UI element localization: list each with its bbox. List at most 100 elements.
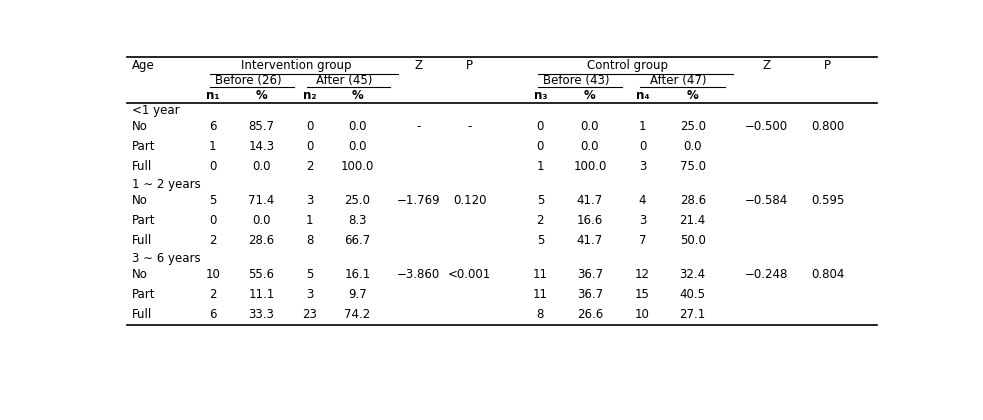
Text: %: % xyxy=(584,89,596,102)
Text: 0: 0 xyxy=(537,140,544,153)
Text: 41.7: 41.7 xyxy=(577,194,603,207)
Text: 14.3: 14.3 xyxy=(249,140,274,153)
Text: 3: 3 xyxy=(306,194,314,207)
Text: 50.0: 50.0 xyxy=(680,234,706,247)
Text: 3 ∼ 6 years: 3 ∼ 6 years xyxy=(132,252,201,265)
Text: 10: 10 xyxy=(635,308,650,321)
Text: 23: 23 xyxy=(302,308,317,321)
Text: 27.1: 27.1 xyxy=(679,308,706,321)
Text: 1: 1 xyxy=(306,214,314,227)
Text: 36.7: 36.7 xyxy=(577,288,603,301)
Text: 12: 12 xyxy=(635,268,650,281)
Text: Part: Part xyxy=(132,140,155,153)
Text: n₃: n₃ xyxy=(534,89,548,102)
Text: Part: Part xyxy=(132,288,155,301)
Text: 25.0: 25.0 xyxy=(344,194,371,207)
Text: 5: 5 xyxy=(537,234,544,247)
Text: 2: 2 xyxy=(209,288,216,301)
Text: n₁: n₁ xyxy=(206,89,219,102)
Text: 8: 8 xyxy=(306,234,314,247)
Text: 75.0: 75.0 xyxy=(679,160,706,173)
Text: 32.4: 32.4 xyxy=(679,268,706,281)
Text: 0: 0 xyxy=(209,160,216,173)
Text: 40.5: 40.5 xyxy=(679,288,706,301)
Text: 2: 2 xyxy=(306,160,314,173)
Text: Part: Part xyxy=(132,214,155,227)
Text: 0.0: 0.0 xyxy=(253,160,270,173)
Text: −0.248: −0.248 xyxy=(745,268,788,281)
Text: 36.7: 36.7 xyxy=(577,268,603,281)
Text: Full: Full xyxy=(132,308,152,321)
Text: No: No xyxy=(132,120,147,133)
Text: 11: 11 xyxy=(533,288,548,301)
Text: 9.7: 9.7 xyxy=(348,288,367,301)
Text: 1: 1 xyxy=(639,120,646,133)
Text: Intervention group: Intervention group xyxy=(241,58,352,71)
Text: 100.0: 100.0 xyxy=(573,160,607,173)
Text: 3: 3 xyxy=(639,214,646,227)
Text: 21.4: 21.4 xyxy=(679,214,706,227)
Text: 0: 0 xyxy=(306,140,314,153)
Text: 0.804: 0.804 xyxy=(811,268,844,281)
Text: 0: 0 xyxy=(639,140,646,153)
Text: -: - xyxy=(467,120,472,133)
Text: 0.0: 0.0 xyxy=(581,140,599,153)
Text: 2: 2 xyxy=(209,234,216,247)
Text: 0.120: 0.120 xyxy=(453,194,487,207)
Text: -: - xyxy=(416,120,421,133)
Text: Z: Z xyxy=(763,58,771,71)
Text: n₂: n₂ xyxy=(303,89,317,102)
Text: 16.6: 16.6 xyxy=(577,214,603,227)
Text: 8: 8 xyxy=(537,308,544,321)
Text: −1.769: −1.769 xyxy=(397,194,440,207)
Text: 16.1: 16.1 xyxy=(344,268,371,281)
Text: 11: 11 xyxy=(533,268,548,281)
Text: n₄: n₄ xyxy=(636,89,649,102)
Text: 6: 6 xyxy=(209,120,216,133)
Text: %: % xyxy=(256,89,267,102)
Text: 0.0: 0.0 xyxy=(253,214,270,227)
Text: 5: 5 xyxy=(537,194,544,207)
Text: 0.595: 0.595 xyxy=(811,194,844,207)
Text: 0: 0 xyxy=(209,214,216,227)
Text: 74.2: 74.2 xyxy=(344,308,371,321)
Text: 55.6: 55.6 xyxy=(249,268,274,281)
Text: 1: 1 xyxy=(537,160,545,173)
Text: Control group: Control group xyxy=(588,58,668,71)
Text: 100.0: 100.0 xyxy=(341,160,375,173)
Text: 0.800: 0.800 xyxy=(811,120,844,133)
Text: <1 year: <1 year xyxy=(132,104,180,117)
Text: 6: 6 xyxy=(209,308,216,321)
Text: 8.3: 8.3 xyxy=(348,214,367,227)
Text: 26.6: 26.6 xyxy=(577,308,603,321)
Text: 0: 0 xyxy=(537,120,544,133)
Text: 2: 2 xyxy=(537,214,545,227)
Text: 0.0: 0.0 xyxy=(348,140,367,153)
Text: Age: Age xyxy=(132,58,154,71)
Text: −3.860: −3.860 xyxy=(397,268,440,281)
Text: 28.6: 28.6 xyxy=(249,234,274,247)
Text: 1: 1 xyxy=(209,140,216,153)
Text: 0.0: 0.0 xyxy=(348,120,367,133)
Text: 1 ∼ 2 years: 1 ∼ 2 years xyxy=(132,178,201,191)
Text: 0: 0 xyxy=(306,120,314,133)
Text: %: % xyxy=(352,89,364,102)
Text: 28.6: 28.6 xyxy=(679,194,706,207)
Text: 25.0: 25.0 xyxy=(679,120,706,133)
Text: %: % xyxy=(687,89,699,102)
Text: 15: 15 xyxy=(635,288,650,301)
Text: P: P xyxy=(824,58,831,71)
Text: 3: 3 xyxy=(306,288,314,301)
Text: −0.584: −0.584 xyxy=(745,194,788,207)
Text: After (47): After (47) xyxy=(650,74,707,87)
Text: No: No xyxy=(132,194,147,207)
Text: After (45): After (45) xyxy=(316,74,373,87)
Text: 7: 7 xyxy=(639,234,646,247)
Text: Full: Full xyxy=(132,160,152,173)
Text: 5: 5 xyxy=(306,268,314,281)
Text: 33.3: 33.3 xyxy=(249,308,274,321)
Text: Before (26): Before (26) xyxy=(214,74,281,87)
Text: 41.7: 41.7 xyxy=(577,234,603,247)
Text: 10: 10 xyxy=(205,268,220,281)
Text: No: No xyxy=(132,268,147,281)
